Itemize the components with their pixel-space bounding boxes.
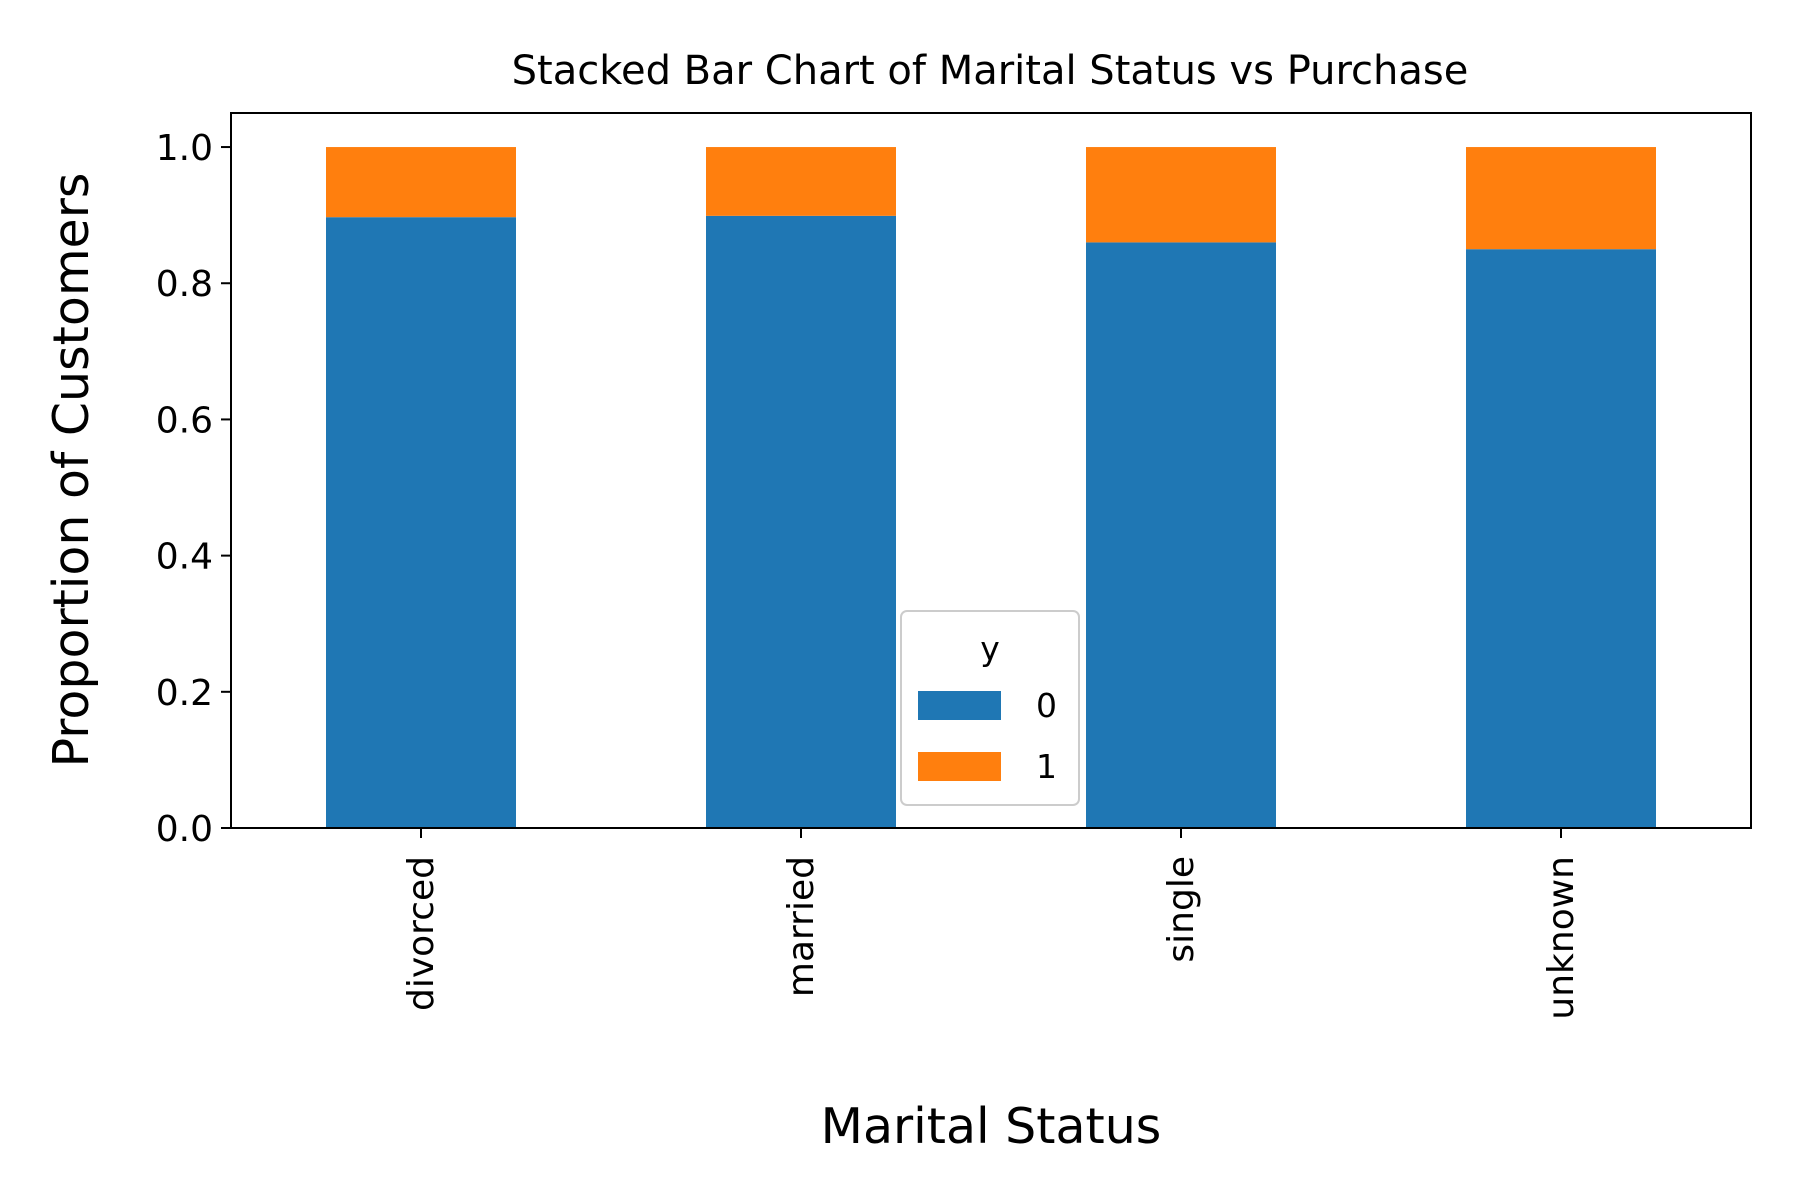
x-tick-label-married: married	[781, 856, 822, 997]
legend-label-0: 0	[1036, 686, 1057, 725]
bars-layer	[326, 147, 1656, 828]
x-axis-label: Marital Status	[821, 1098, 1162, 1155]
y-axis-label: Proportion of Customers	[43, 173, 100, 768]
y-tick-label: 0.8	[156, 264, 213, 305]
legend-swatch-1	[918, 752, 1001, 781]
legend-label-1: 1	[1036, 747, 1057, 786]
y-tick-label: 0.0	[156, 809, 213, 850]
bar-divorced-y0	[326, 217, 516, 828]
y-tick-label: 0.4	[156, 537, 213, 578]
bar-married-y1	[706, 147, 896, 216]
legend: y 0 1	[900, 610, 1080, 806]
plot-area-frame	[230, 112, 1752, 829]
y-tick-label: 1.0	[156, 128, 213, 169]
x-tick-label-unknown: unknown	[1541, 856, 1582, 1020]
chart-title: Stacked Bar Chart of Marital Status vs P…	[512, 48, 1469, 94]
x-tick-label-single: single	[1161, 856, 1202, 963]
x-tick-label-divorced: divorced	[401, 856, 442, 1011]
ticks-layer: 0.0 0.2 0.4 0.6 0.8 1.0 divorced married single u…	[156, 128, 1582, 1020]
legend-title: y	[980, 629, 1000, 668]
bar-unknown-y1	[1466, 147, 1656, 250]
y-tick-label: 0.2	[156, 673, 213, 714]
bar-unknown-y0	[1466, 249, 1656, 828]
y-tick-label: 0.6	[156, 400, 213, 441]
bar-divorced-y1	[326, 147, 516, 218]
bar-single-y0	[1086, 242, 1276, 828]
bar-married-y0	[706, 215, 896, 828]
legend-swatch-0	[918, 691, 1001, 720]
bar-single-y1	[1086, 147, 1276, 243]
